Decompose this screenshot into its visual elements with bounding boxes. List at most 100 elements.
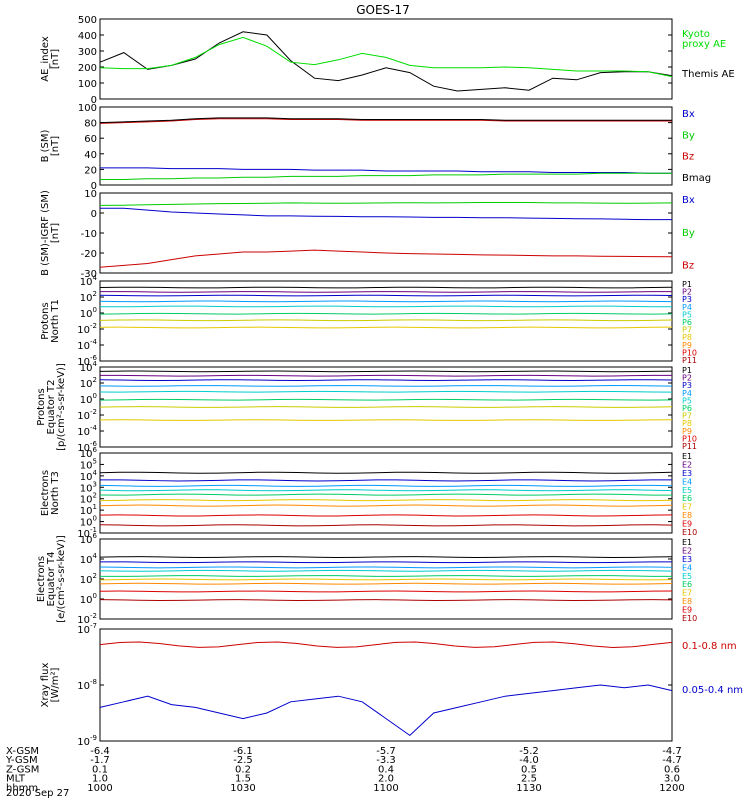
series-line-pn-p3 [99, 294, 673, 297]
y-axis-label: Xray flux [40, 663, 51, 708]
panel-frame [99, 280, 673, 362]
series-line-en-e6 [99, 493, 673, 496]
ephemeris-value: -5.2 [519, 746, 539, 757]
y-tick-label: 102 [80, 572, 97, 586]
legend-entry: P7 [682, 326, 692, 335]
y-axis-label: Protons [36, 388, 47, 425]
y-axis-label: [nT] [50, 49, 61, 69]
legend-entry: P2 [682, 374, 692, 383]
legend-entry: P9 [682, 341, 692, 350]
series-line-ee-e3 [99, 561, 673, 564]
series-line-en-e9 [99, 514, 673, 517]
ephemeris-value: 1100 [373, 783, 398, 794]
series-line-xray-0-05-0-4-nm [99, 684, 673, 737]
y-axis-label: North T1 [50, 299, 61, 343]
legend-entry: By [682, 228, 695, 239]
ephemeris-row-label: hhmm [6, 783, 38, 794]
ephemeris-value: -2.5 [233, 755, 253, 766]
legend-entry: P5 [682, 310, 692, 319]
ephemeris-value: 1030 [230, 783, 255, 794]
ephemeris-value: 0.2 [235, 764, 251, 775]
ephemeris-value: 1.5 [235, 774, 251, 785]
y-tick-label: 104 [80, 552, 98, 566]
series-line-pn-p6 [99, 312, 673, 315]
ephemeris-value: 0.1 [92, 764, 108, 775]
legend-entry: E6 [682, 580, 692, 589]
legend-entry: E5 [682, 486, 692, 495]
series-line-ee-e8 [99, 582, 673, 585]
legend-entry: E2 [682, 546, 692, 555]
y-tick-label: 20 [84, 165, 97, 176]
y-tick-label: 10-2 [77, 408, 97, 422]
y-tick-label: 102 [80, 376, 97, 390]
series-line-ee-e7 [99, 578, 673, 581]
series-line-ee-e9 [99, 590, 673, 593]
ephemeris-value: 1200 [659, 783, 684, 794]
legend-entry: E8 [682, 597, 692, 606]
y-axis-label: [p/(cm²-s-sr-keV)] [56, 363, 67, 451]
y-tick-label: 10-8 [77, 678, 97, 692]
panel-frame [99, 452, 673, 534]
legend-entry: P2 [682, 288, 692, 297]
series-line-ee-e6 [99, 575, 673, 577]
panel-frame [99, 106, 673, 186]
series-line-pn-p2 [99, 291, 673, 293]
panel-bigrf: 10 0 -10 -20 -30 B (SM)-IGRF (SM) [nT] Bx By Bz [40, 189, 695, 280]
series-line-pn-p1 [99, 286, 673, 289]
y-tick-label: 300 [78, 47, 97, 58]
series-line-pe-p7 [99, 406, 673, 408]
legend-entry: P1 [682, 366, 692, 375]
legend-entry: By [682, 130, 695, 141]
legend-entry: P9 [682, 427, 692, 436]
legend-entry: P8 [682, 419, 692, 428]
series-line-pe-p5 [99, 390, 673, 393]
ephemeris-value: 2.5 [521, 774, 537, 785]
series-line-b-bz [99, 118, 672, 124]
y-axis-label: Electrons [40, 470, 51, 516]
series-line-ae-themis-ae [99, 31, 673, 92]
legend-entry: P6 [682, 318, 692, 327]
y-tick-label: 10-7 [77, 622, 97, 636]
series-line-b-bx [100, 167, 672, 174]
ephemeris-row-label: Z-GSM [6, 764, 39, 775]
ephemeris-value: -1.7 [90, 755, 110, 766]
series-line-en-e3 [99, 479, 673, 482]
series-line-pe-p1 [99, 370, 673, 373]
plot-title: GOES-17 [356, 3, 410, 17]
legend-entry: Bmag [682, 173, 711, 184]
legend-entry: E4 [682, 477, 692, 486]
series-line-pe-p2 [99, 374, 673, 377]
y-tick-label: 100 [78, 103, 97, 114]
y-tick-label: -20 [81, 249, 97, 260]
legend-entry: Bz [682, 152, 694, 163]
ephemeris-value: -3.3 [376, 755, 396, 766]
y-tick-label: 80 [84, 119, 97, 130]
legend-entry: P11 [682, 442, 697, 451]
legend-entry: P1 [682, 280, 692, 289]
y-axis-label: Equator T2 [46, 380, 57, 435]
ephemeris-row-label: X-GSM [6, 746, 39, 757]
y-tick-label: 100 [80, 306, 97, 320]
series-line-pe-p3 [99, 379, 673, 381]
ephemeris-value: -4.7 [662, 746, 682, 757]
series-line-bigrf-bz [99, 249, 673, 268]
series-line-en-e7 [99, 499, 673, 502]
legend-entry: E1 [682, 538, 692, 547]
series-line-ee-e10 [99, 599, 673, 601]
legend-entry: P11 [682, 356, 697, 365]
legend-entry: 0.05-0.4 nm [682, 685, 743, 696]
legend-entry: E1 [682, 452, 692, 461]
legend-entry: P10 [682, 348, 697, 357]
legend-entry: P5 [682, 396, 692, 405]
y-tick-label: 40 [84, 150, 97, 161]
legend-entry: P7 [682, 412, 692, 421]
y-tick-label: -30 [81, 269, 97, 280]
y-tick-label: 10-4 [77, 424, 97, 438]
y-tick-label: 0 [91, 181, 97, 192]
ephemeris-value: 1.0 [92, 774, 108, 785]
y-tick-label: 106 [80, 532, 98, 546]
